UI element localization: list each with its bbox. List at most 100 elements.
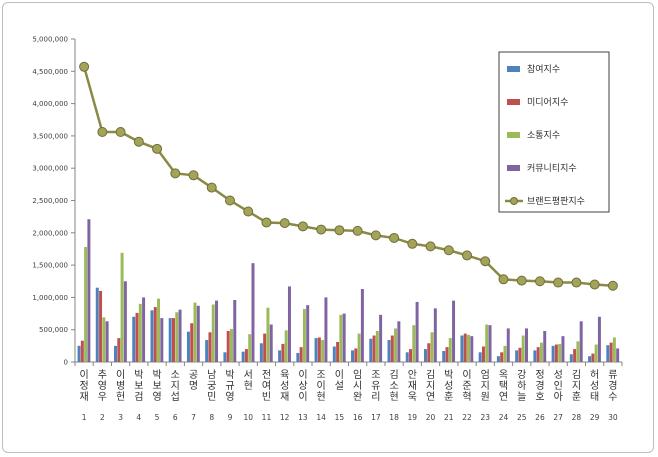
- legend-swatch-4: [507, 165, 520, 171]
- bar-3-8: [211, 304, 215, 362]
- bar-3-11: [266, 307, 270, 362]
- bar-4-21: [452, 300, 456, 362]
- bar-1-23: [478, 352, 482, 362]
- x-index-label: 30: [608, 413, 618, 422]
- brand-index-point-3: [115, 127, 126, 138]
- brand-index-point-7: [188, 170, 199, 181]
- x-index-label: 16: [353, 413, 363, 422]
- bar-3-20: [430, 332, 434, 362]
- bar-2-20: [427, 343, 431, 362]
- bar-2-18: [390, 335, 394, 362]
- brand-index-point-28: [571, 277, 582, 288]
- bar-1-17: [369, 338, 373, 362]
- bar-4-26: [543, 330, 547, 362]
- bar-2-11: [263, 333, 267, 362]
- x-index-label: 10: [243, 413, 253, 422]
- bar-3-15: [339, 314, 343, 362]
- bar-2-2: [99, 290, 103, 362]
- bar-4-10: [251, 263, 255, 362]
- bar-4-28: [579, 321, 583, 362]
- bar-2-8: [208, 332, 212, 362]
- x-index-label: 25: [517, 413, 527, 422]
- bar-1-12: [278, 350, 282, 362]
- y-tick-label: 5,000,000: [32, 36, 68, 44]
- bar-3-12: [284, 330, 288, 362]
- y-tick-label: 3,500,000: [32, 132, 68, 140]
- y-tick-label: 500,000: [39, 326, 68, 334]
- bar-4-2: [105, 321, 109, 362]
- brand-index-point-16: [352, 225, 363, 236]
- bar-2-9: [226, 330, 230, 362]
- bar-4-13: [306, 305, 310, 362]
- brand-index-point-25: [516, 275, 527, 286]
- bar-1-20: [423, 349, 427, 362]
- bar-4-8: [215, 300, 219, 362]
- x-index-label: 1: [82, 413, 87, 422]
- bar-4-25: [524, 328, 528, 362]
- bar-4-30: [616, 348, 620, 362]
- bar-4-17: [379, 314, 383, 362]
- bar-3-9: [229, 329, 233, 362]
- bar-2-26: [536, 347, 540, 362]
- bar-4-18: [397, 321, 401, 362]
- bar-1-24: [496, 356, 500, 362]
- bar-2-4: [135, 312, 139, 362]
- bar-4-1: [87, 219, 91, 362]
- x-index-label: 8: [209, 413, 214, 422]
- bar-3-26: [539, 342, 543, 362]
- bar-4-19: [415, 301, 419, 362]
- bar-1-27: [551, 345, 555, 362]
- bar-3-7: [193, 302, 197, 362]
- bar-1-10: [241, 351, 245, 362]
- bar-1-14: [314, 338, 318, 362]
- brand-index-point-8: [206, 182, 217, 193]
- bar-4-14: [324, 297, 328, 362]
- y-tick-label: 1,000,000: [32, 294, 68, 302]
- bar-2-25: [518, 347, 522, 362]
- brand-index-point-11: [261, 217, 272, 228]
- bar-1-3: [114, 345, 118, 362]
- bar-3-30: [612, 337, 616, 362]
- y-tick-label: 4,500,000: [32, 68, 68, 76]
- brand-index-point-19: [407, 238, 418, 249]
- x-index-label: 2: [100, 413, 105, 422]
- bar-1-21: [442, 351, 446, 362]
- bar-2-3: [117, 338, 121, 362]
- bar-3-10: [248, 334, 252, 362]
- bar-2-16: [354, 348, 358, 362]
- x-index-label: 7: [191, 413, 196, 422]
- bar-2-10: [244, 349, 248, 362]
- legend-marker-swatch: [510, 197, 518, 205]
- y-tick-label: 3,000,000: [32, 165, 68, 173]
- legend-label-1: 참여지수: [527, 63, 560, 75]
- x-index-label: 6: [173, 413, 178, 422]
- x-index-label: 14: [316, 413, 326, 422]
- y-tick-label: 0: [64, 359, 68, 367]
- x-index-label: 13: [298, 413, 308, 422]
- bar-1-9: [223, 352, 227, 362]
- y-tick-label: 2,000,000: [32, 229, 68, 237]
- brand-index-point-20: [425, 241, 436, 252]
- legend-label-4: 커뮤니티지수: [527, 163, 577, 174]
- bar-2-22: [463, 333, 467, 362]
- x-index-label: 18: [389, 413, 399, 422]
- bar-1-22: [460, 335, 464, 362]
- bar-3-29: [594, 344, 598, 362]
- x-index-label: 5: [155, 413, 160, 422]
- bar-3-28: [576, 341, 580, 362]
- bar-4-29: [597, 316, 601, 362]
